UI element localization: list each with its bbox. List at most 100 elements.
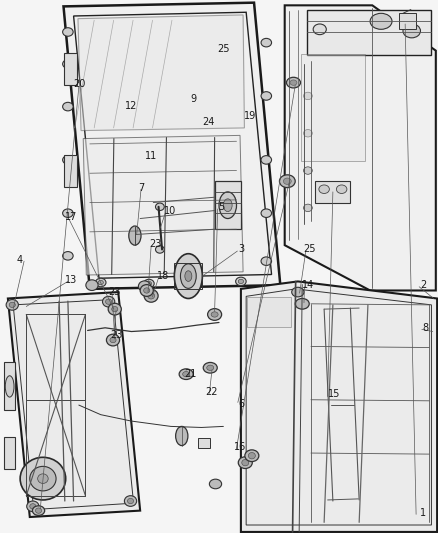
Ellipse shape <box>140 285 153 296</box>
Ellipse shape <box>242 459 249 466</box>
Bar <box>64 155 77 187</box>
Ellipse shape <box>86 280 98 290</box>
Ellipse shape <box>236 277 246 286</box>
Ellipse shape <box>63 60 73 68</box>
Polygon shape <box>241 281 437 532</box>
Ellipse shape <box>183 372 190 377</box>
Text: 19: 19 <box>244 111 257 121</box>
Text: 10: 10 <box>164 206 177 215</box>
Ellipse shape <box>63 102 73 111</box>
Ellipse shape <box>295 298 309 309</box>
Ellipse shape <box>192 278 202 287</box>
Text: 16: 16 <box>234 442 247 451</box>
Ellipse shape <box>32 506 45 515</box>
Ellipse shape <box>279 175 295 188</box>
Bar <box>4 437 15 469</box>
Ellipse shape <box>185 271 192 281</box>
Ellipse shape <box>304 167 312 174</box>
Ellipse shape <box>207 365 214 370</box>
Ellipse shape <box>304 92 312 100</box>
Ellipse shape <box>6 300 18 310</box>
Ellipse shape <box>146 281 152 286</box>
Text: 11: 11 <box>145 151 158 160</box>
Ellipse shape <box>283 178 291 184</box>
Ellipse shape <box>20 457 66 500</box>
Text: 22: 22 <box>205 387 218 397</box>
Ellipse shape <box>176 426 188 446</box>
Text: 12: 12 <box>125 101 137 110</box>
Text: 23: 23 <box>110 330 123 340</box>
Ellipse shape <box>261 156 272 164</box>
Ellipse shape <box>38 474 48 483</box>
Ellipse shape <box>209 479 222 489</box>
Text: 14: 14 <box>302 280 314 290</box>
Ellipse shape <box>336 185 347 193</box>
Text: 25: 25 <box>217 44 230 54</box>
Ellipse shape <box>223 199 232 212</box>
Ellipse shape <box>403 24 420 38</box>
Ellipse shape <box>102 296 115 307</box>
Polygon shape <box>285 5 436 290</box>
Ellipse shape <box>63 156 73 164</box>
Ellipse shape <box>155 246 164 253</box>
Ellipse shape <box>112 306 118 312</box>
Bar <box>315 181 350 203</box>
Text: 9: 9 <box>191 94 197 103</box>
Bar <box>301 54 365 161</box>
Text: 7: 7 <box>138 183 144 192</box>
Ellipse shape <box>5 376 14 397</box>
Ellipse shape <box>180 264 196 288</box>
Ellipse shape <box>248 453 255 459</box>
Ellipse shape <box>261 209 272 217</box>
Text: 4: 4 <box>17 255 23 265</box>
Ellipse shape <box>30 504 36 509</box>
Text: 24: 24 <box>202 117 215 126</box>
Ellipse shape <box>290 80 297 85</box>
Bar <box>64 53 77 85</box>
Ellipse shape <box>63 252 73 260</box>
Bar <box>4 362 15 410</box>
Ellipse shape <box>127 498 134 504</box>
Ellipse shape <box>174 254 202 298</box>
Polygon shape <box>78 15 244 131</box>
Bar <box>399 13 416 29</box>
Text: 20: 20 <box>74 79 86 89</box>
Ellipse shape <box>370 13 392 29</box>
Ellipse shape <box>313 24 326 35</box>
Text: 6: 6 <box>239 399 245 409</box>
Ellipse shape <box>129 226 141 245</box>
Ellipse shape <box>148 293 155 299</box>
Bar <box>307 10 431 55</box>
Ellipse shape <box>211 312 218 317</box>
Ellipse shape <box>63 28 73 36</box>
Ellipse shape <box>203 362 217 373</box>
Text: 5: 5 <box>218 202 224 212</box>
Text: 23: 23 <box>109 287 121 297</box>
Ellipse shape <box>144 288 150 293</box>
Text: 25: 25 <box>303 245 316 254</box>
Text: 2: 2 <box>420 280 427 290</box>
Ellipse shape <box>110 337 116 343</box>
Bar <box>174 263 202 289</box>
Text: 23: 23 <box>149 239 161 249</box>
Ellipse shape <box>27 501 39 512</box>
Bar <box>215 181 241 229</box>
Ellipse shape <box>319 185 329 193</box>
Polygon shape <box>64 3 280 289</box>
Text: 15: 15 <box>328 390 340 399</box>
Ellipse shape <box>138 281 151 292</box>
Ellipse shape <box>144 289 158 302</box>
Text: 21: 21 <box>184 369 196 379</box>
Ellipse shape <box>304 130 312 137</box>
Ellipse shape <box>238 457 252 469</box>
Bar <box>198 438 210 448</box>
Ellipse shape <box>108 303 121 315</box>
Ellipse shape <box>95 278 106 287</box>
Ellipse shape <box>245 450 259 462</box>
Text: 17: 17 <box>65 213 77 222</box>
Text: 18: 18 <box>157 271 169 281</box>
Ellipse shape <box>124 496 137 506</box>
Polygon shape <box>83 135 243 275</box>
Ellipse shape <box>194 280 200 285</box>
Ellipse shape <box>98 280 103 285</box>
